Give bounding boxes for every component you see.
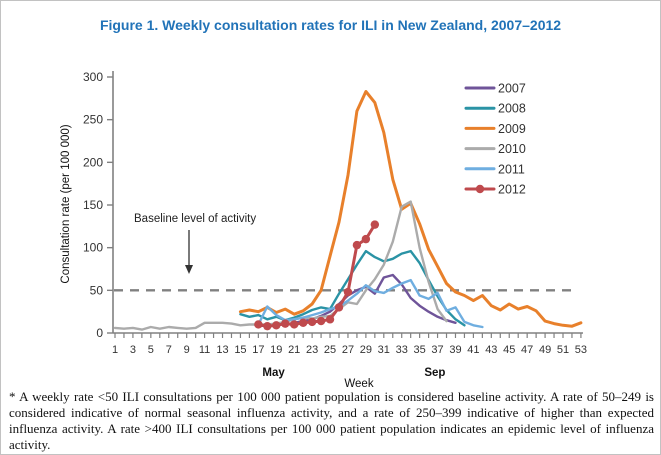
x-tick-label: 51: [557, 344, 569, 356]
x-tick-label: 49: [539, 344, 551, 356]
x-tick-label: 35: [414, 344, 426, 356]
x-tick-label: 31: [378, 344, 390, 356]
legend-label-2010: 2010: [498, 142, 526, 156]
x-tick-label: 41: [467, 344, 479, 356]
series-marker-2012: [325, 315, 335, 324]
x-tick-label: 13: [216, 344, 228, 356]
series-marker-2012: [298, 318, 308, 327]
x-tick-label: 3: [130, 344, 136, 356]
x-axis-title: Week: [344, 378, 373, 390]
baseline-annotation-label: Baseline level of activity: [134, 213, 256, 225]
series-marker-2012: [370, 220, 380, 229]
month-label-sep: Sep: [424, 367, 445, 379]
x-tick-label: 37: [431, 344, 443, 356]
month-label-may: May: [262, 367, 285, 379]
figure-title: Figure 1. Weekly consultation rates for …: [99, 17, 562, 33]
series-marker-2012: [254, 320, 263, 329]
series-line-2011: [257, 278, 484, 329]
legend-label-2008: 2008: [498, 102, 526, 116]
x-tick-label: 27: [342, 344, 354, 356]
series-marker-2012: [263, 321, 272, 331]
x-tick-label: 43: [485, 344, 497, 356]
y-tick-label: 0: [96, 326, 103, 340]
y-tick-label: 150: [83, 198, 103, 212]
legend-label-2007: 2007: [498, 82, 526, 96]
legend-label-2012: 2012: [498, 183, 526, 197]
x-tick-label: 33: [396, 344, 408, 356]
legend-label-2009: 2009: [498, 122, 526, 136]
x-tick-label: 9: [184, 344, 190, 356]
baseline-annotation-arrowhead: [185, 265, 193, 274]
x-tick-label: 5: [148, 344, 154, 356]
y-tick-label: 100: [83, 241, 103, 255]
x-tick-label: 11: [199, 344, 210, 356]
series-marker-2012: [343, 287, 353, 297]
series-marker-2012: [361, 234, 371, 244]
y-tick-label: 300: [83, 70, 103, 84]
series-marker-2012: [272, 321, 281, 330]
series-marker-2012: [281, 319, 290, 328]
x-tick-label: 19: [270, 344, 282, 356]
legend-marker-2012: [475, 184, 485, 194]
x-tick-label: 47: [521, 344, 533, 356]
y-axis-title: Consultation rate (per 100 000): [60, 124, 72, 283]
series-marker-2012: [307, 317, 317, 327]
y-tick-label: 50: [90, 283, 104, 297]
chart-area: 0 50 100 150 200 250 300 1 3 5 7 9 11 13 15 17 19 21 23 25 2…: [1, 41, 660, 391]
x-tick-label: 15: [234, 344, 246, 356]
x-tick-label: 21: [288, 344, 300, 356]
y-tick-label: 250: [83, 113, 103, 127]
series-marker-2012: [352, 240, 362, 250]
series-marker-2012: [316, 316, 326, 326]
x-tick-label: 23: [306, 344, 318, 356]
x-tick-label: 1: [112, 344, 118, 356]
series-line-2010: [113, 200, 448, 331]
x-tick-label: 45: [503, 344, 515, 356]
x-tick-label: 17: [252, 344, 264, 356]
legend-label-2011: 2011: [498, 162, 525, 176]
series-marker-2012: [334, 303, 344, 312]
figure-footnote: * A weekly rate <50 ILI consultations pe…: [9, 389, 654, 452]
x-tick-label: 25: [324, 344, 336, 356]
x-tick-label: 29: [360, 344, 372, 356]
x-tick-label: 53: [575, 344, 587, 356]
x-tick-label: 39: [449, 344, 461, 356]
y-tick-label: 200: [83, 155, 103, 169]
series-marker-2012: [290, 320, 299, 329]
x-tick-label: 7: [166, 344, 172, 356]
